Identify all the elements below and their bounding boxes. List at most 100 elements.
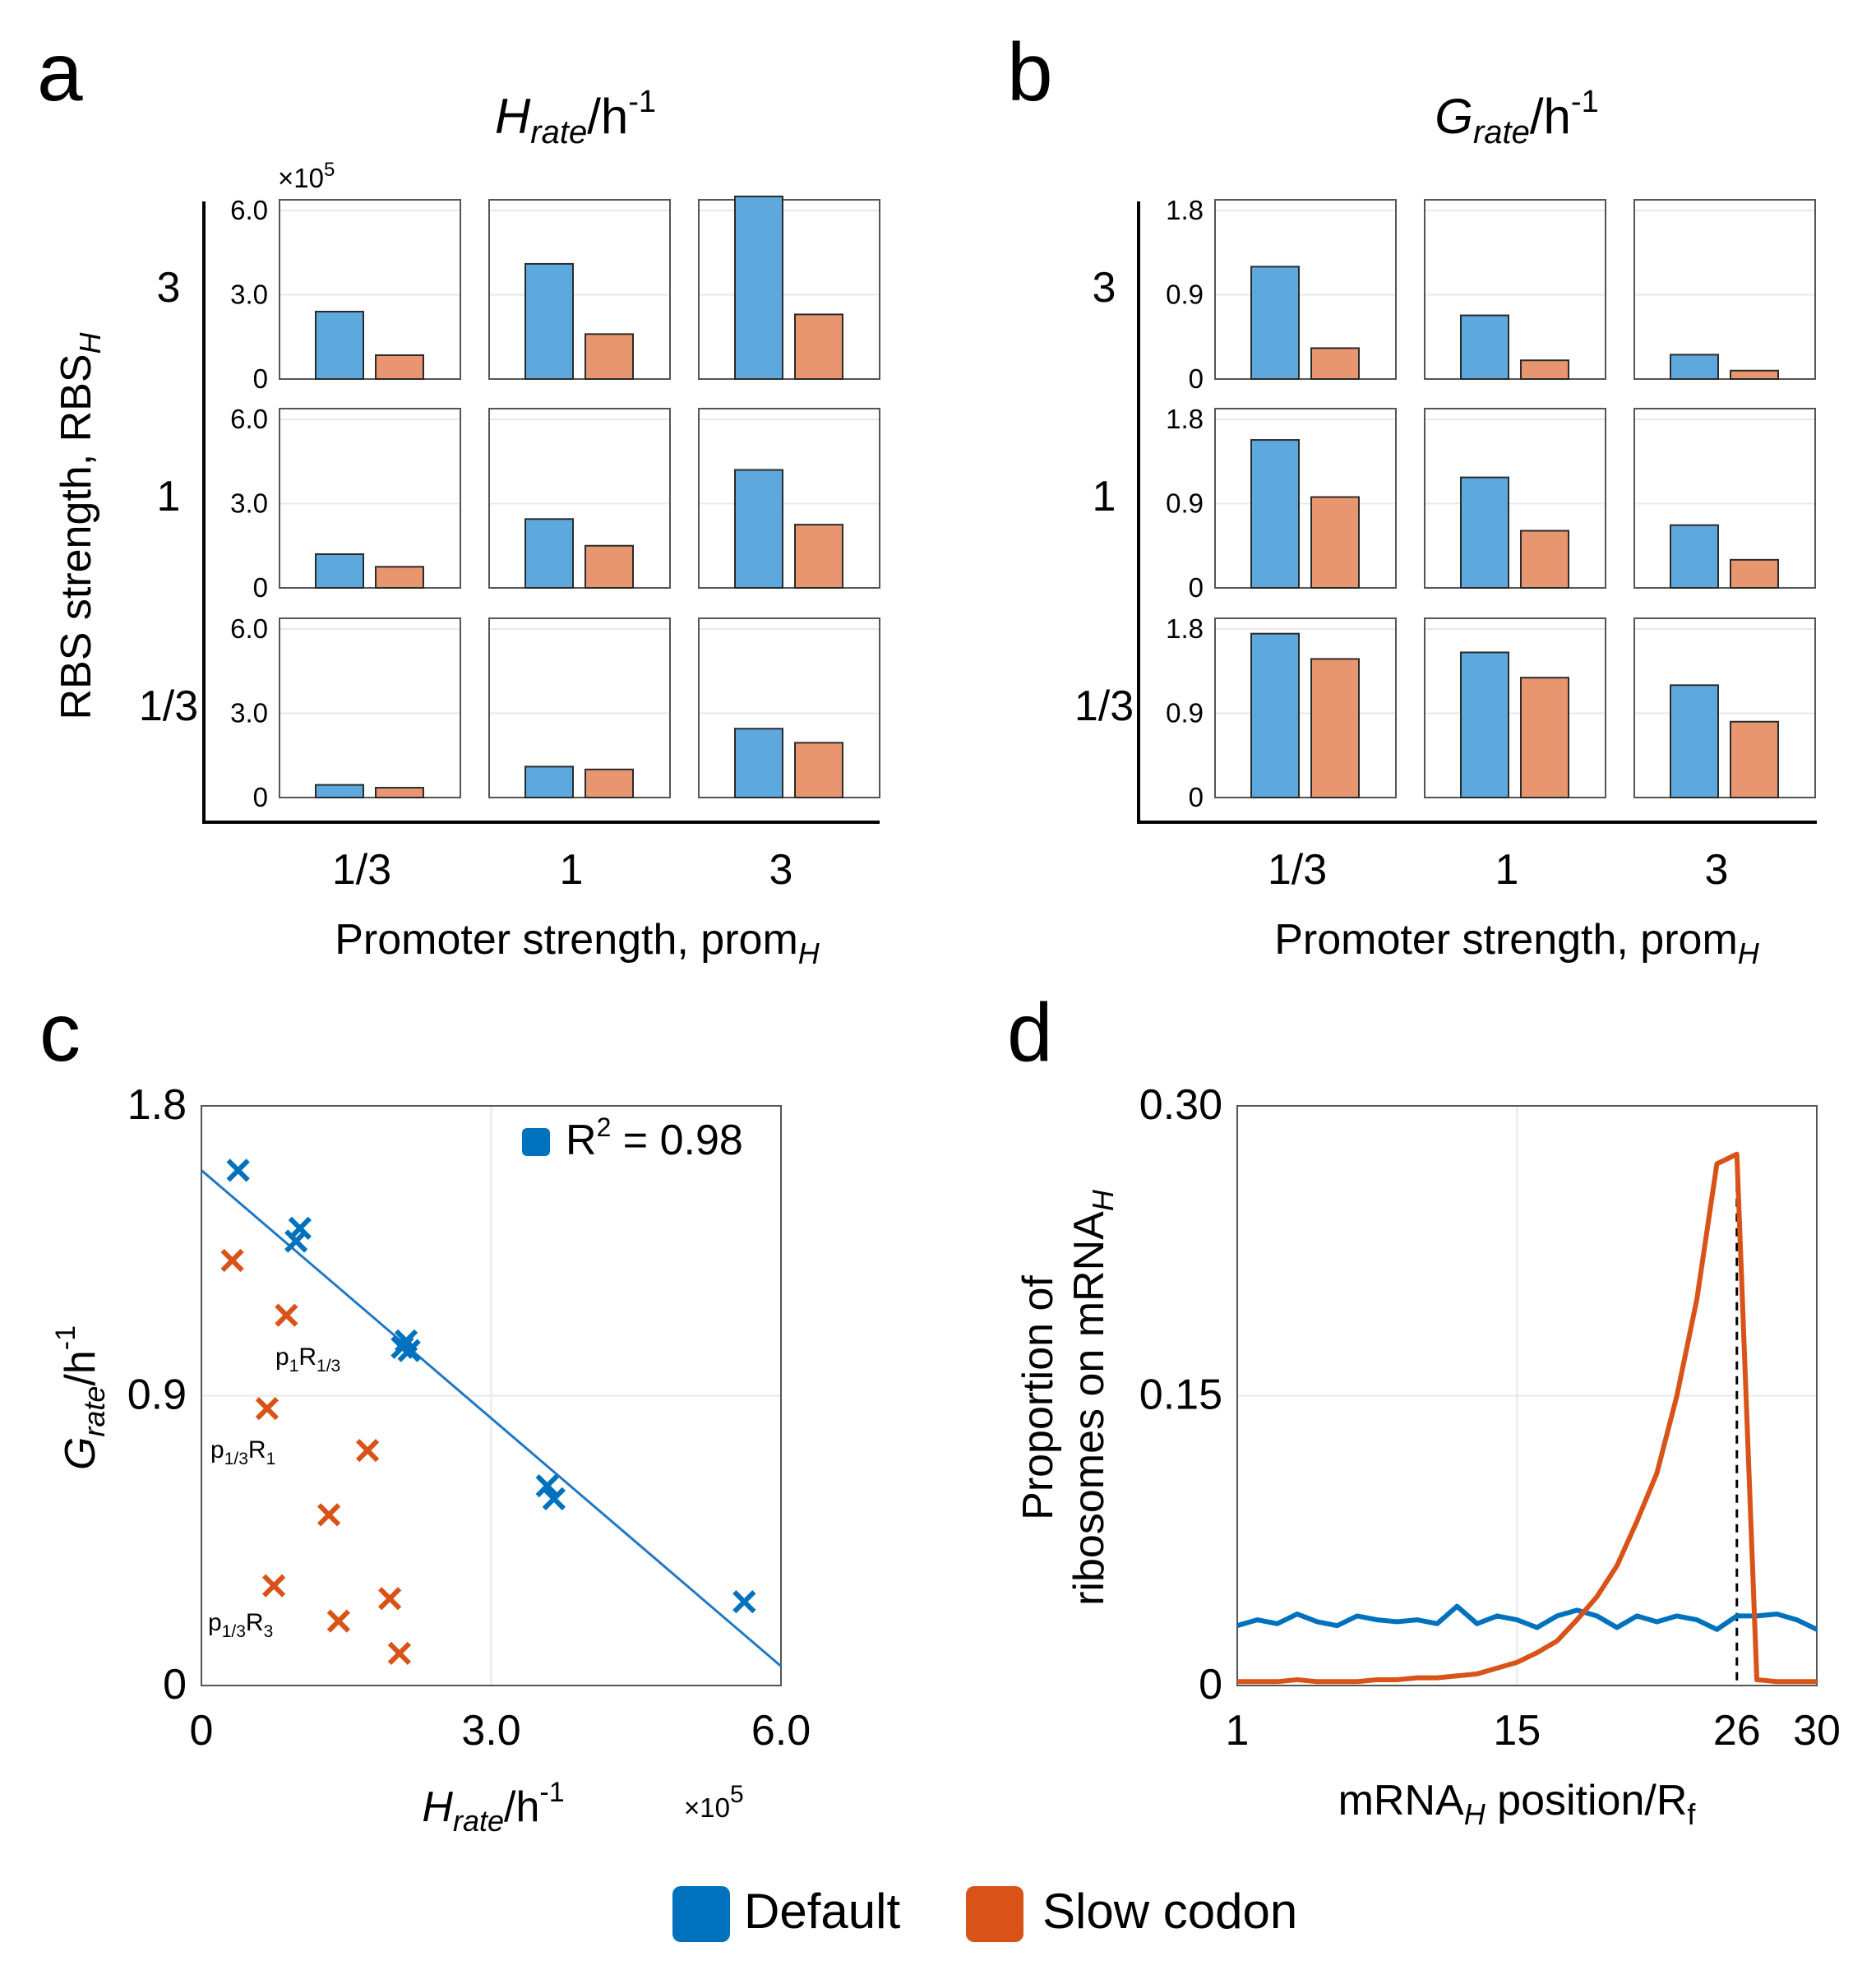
bar-default <box>315 311 364 380</box>
subplot-frame <box>488 408 671 589</box>
subplot-frame <box>1424 199 1606 380</box>
panel-label-a: a <box>37 26 83 118</box>
y-tick-label: 1.8 <box>127 1081 187 1129</box>
marker-stroke <box>394 1329 418 1353</box>
bar-slow-codon <box>794 524 843 589</box>
annotation-p1-3-r1: p1/3R1 <box>210 1436 275 1468</box>
y-tick-label: 0 <box>253 782 268 812</box>
y-tick-label: 6.0 <box>230 195 268 225</box>
y-tick-label: 0 <box>163 1661 187 1709</box>
row-label: 1 <box>1093 473 1116 520</box>
legend-default-label: Default <box>744 1884 900 1939</box>
bar-default <box>734 469 783 589</box>
bar-slow-codon <box>585 333 634 381</box>
bar-default <box>524 765 574 799</box>
y-tick-label: 1.8 <box>1166 613 1204 644</box>
annotation-p1-3-r3: p1/3R3 <box>208 1609 273 1641</box>
bar-slow-codon <box>1310 496 1360 589</box>
marker-slow-codon <box>255 1397 280 1421</box>
subplot-frame <box>1214 617 1397 798</box>
subplot-frame <box>488 199 671 380</box>
y-tick-label: 1.8 <box>1166 404 1204 434</box>
marker-stroke <box>226 1158 250 1182</box>
bar-slow-codon <box>1520 359 1569 381</box>
marker-stroke <box>317 1503 341 1527</box>
marker-stroke <box>275 1303 298 1327</box>
y-tick-label: 3.0 <box>230 698 268 728</box>
panel-label-c: c <box>39 987 81 1079</box>
bar-slow-codon <box>1520 529 1569 589</box>
col-label: 1 <box>560 846 584 894</box>
bar-slow-codon <box>1310 347 1360 380</box>
marker-stroke <box>220 1248 244 1273</box>
bar-default <box>734 728 783 799</box>
bar-default <box>524 262 574 380</box>
marker-stroke <box>355 1438 380 1463</box>
panel-a-xlabel: Promoter strength, promH <box>335 916 820 970</box>
y-tick-label: 6.0 <box>230 404 268 434</box>
bar-slow-codon <box>794 742 843 798</box>
bar-slow-codon <box>1730 558 1779 589</box>
y-tick-label: 1.8 <box>1166 195 1204 225</box>
marker-stroke <box>387 1641 411 1665</box>
bar-slow-codon <box>794 313 843 380</box>
bar-default <box>1250 632 1300 799</box>
marker-slow-codon <box>317 1503 341 1527</box>
marker-stroke <box>535 1474 559 1498</box>
subplot-frame <box>1633 199 1816 380</box>
bar-default <box>524 518 574 590</box>
marker-slow-codon <box>326 1609 350 1633</box>
marker-slow-codon <box>220 1248 244 1273</box>
row-label: 1 <box>157 473 181 520</box>
panel-b-axes <box>1137 201 1817 824</box>
y-tick-label: 6.0 <box>230 613 268 644</box>
marker-slow-codon <box>387 1641 411 1665</box>
panel-b-title: Grate/h-1 <box>1435 85 1598 150</box>
panel-a-multiplier: ×105 <box>278 159 335 193</box>
marker-default <box>226 1158 250 1182</box>
bar-default <box>315 784 364 798</box>
panel-a-axes <box>202 201 880 824</box>
legend-slow-swatch <box>966 1886 1023 1942</box>
y-tick-label: 0 <box>253 363 268 394</box>
subplot-frame <box>488 617 671 798</box>
panel-d-xlabel: mRNAH position/Rf <box>1338 1777 1697 1831</box>
marker-stroke <box>378 1587 402 1611</box>
bar-slow-codon <box>375 354 424 381</box>
legend-slow-label: Slow codon <box>1042 1884 1297 1939</box>
marker-stroke <box>542 1487 566 1510</box>
marker-slow-codon <box>275 1303 298 1327</box>
panel-a-bar-grid: Hrate/h-1 ×105 RBS strength, RBSH Promot… <box>53 85 880 970</box>
y-tick-label: 0 <box>1189 363 1204 394</box>
bar-default <box>1670 524 1719 590</box>
marker-default <box>732 1590 756 1614</box>
col-label: 1 <box>1495 846 1519 894</box>
bar-default <box>1460 476 1509 589</box>
marker-slow-codon <box>262 1574 286 1598</box>
panel-d-ylabel-line1: Proportion of <box>1014 1275 1062 1520</box>
marker-stroke <box>284 1229 308 1253</box>
col-label: 1/3 <box>332 846 391 894</box>
panel-c-legend-swatch <box>522 1128 550 1156</box>
bar-default <box>1460 651 1509 798</box>
bar-slow-codon <box>375 787 424 799</box>
x-tick-label: 26 <box>1713 1707 1761 1755</box>
subplot-frame <box>1214 199 1397 380</box>
y-tick-label: 0.9 <box>127 1371 187 1419</box>
y-tick-label: 0.30 <box>1139 1081 1222 1129</box>
subplot-frame <box>1633 617 1816 798</box>
marker-stroke <box>262 1574 286 1598</box>
subplot-frame <box>1633 408 1816 589</box>
marker-slow-codon <box>355 1438 380 1463</box>
panel-c-xlabel: Hrate/h-1 <box>422 1777 564 1838</box>
y-tick-label: 0 <box>1189 572 1204 603</box>
panel-c-scatter: Grate/h-1 Hrate/h-1 ×105 R2 = 0.98 p1R1/… <box>50 1081 811 1838</box>
bar-default <box>315 553 364 589</box>
bar-default <box>734 195 783 380</box>
bar-default <box>1670 354 1719 380</box>
subplot-frame <box>279 617 461 798</box>
bar-slow-codon <box>585 544 634 589</box>
marker-default <box>542 1487 566 1510</box>
panel-d-frame <box>1236 1105 1818 1686</box>
subplot-frame <box>698 408 880 589</box>
